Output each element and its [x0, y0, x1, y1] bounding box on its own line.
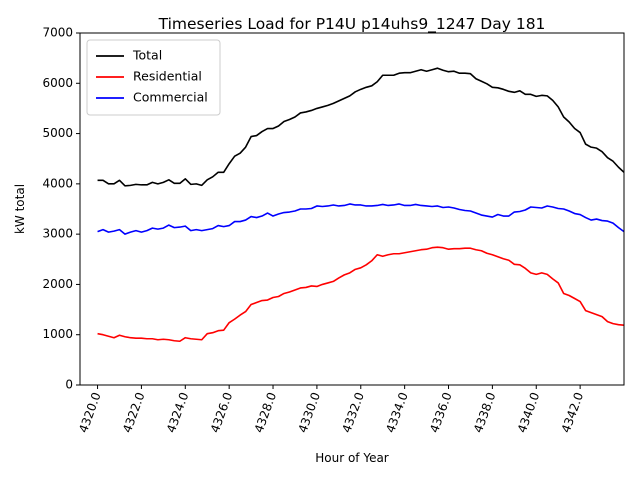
plot-frame: [79, 32, 625, 386]
x-tick-label: 4328.0: [252, 390, 280, 434]
x-tick-label: 4336.0: [427, 390, 455, 434]
series-line-total: [97, 67, 625, 187]
x-tick-label: 4320.0: [76, 390, 104, 434]
series-line-residential: [97, 246, 625, 343]
y-tick-label: 5000: [42, 126, 73, 140]
y-tick-label: 3000: [42, 227, 73, 241]
series-line-commercial: [97, 203, 625, 235]
legend: Total Residential Commercial: [86, 39, 221, 116]
y-tick-label: 4000: [42, 176, 73, 190]
x-axis-label: Hour of Year: [315, 451, 389, 465]
x-tick-label: 4324.0: [164, 390, 192, 434]
legend-label-residential: Residential: [133, 69, 202, 84]
x-tick-label: 4334.0: [383, 390, 411, 434]
x-tick-label: 4330.0: [295, 390, 323, 434]
plot-lines: [97, 67, 625, 343]
y-tick-label: 0: [65, 378, 73, 392]
x-tick-label: 4326.0: [208, 390, 236, 434]
x-tick-label: 4338.0: [471, 390, 499, 434]
y-tick-label: 6000: [42, 76, 73, 90]
chart-title: Timeseries Load for P14U p14uhs9_1247 Da…: [158, 15, 546, 34]
x-tick-label: 4322.0: [120, 390, 148, 434]
y-tick-label: 1000: [42, 327, 73, 341]
legend-label-commercial: Commercial: [133, 90, 208, 105]
y-axis-label: kW total: [13, 184, 27, 234]
x-axis: 4320.0 4322.0 4324.0 4326.0 4328.0 4330.0 4332…: [76, 385, 586, 435]
legend-label-total: Total: [132, 48, 162, 63]
legend-box: [86, 39, 221, 116]
x-tick-label: 4342.0: [559, 390, 587, 434]
x-tick-label: 4332.0: [339, 390, 367, 434]
y-tick-label: 7000: [42, 26, 73, 40]
y-axis: 0 1000 2000 3000 4000 5000 6000 7000: [42, 26, 80, 392]
x-tick-label: 4340.0: [515, 390, 543, 434]
y-tick-label: 2000: [42, 277, 73, 291]
